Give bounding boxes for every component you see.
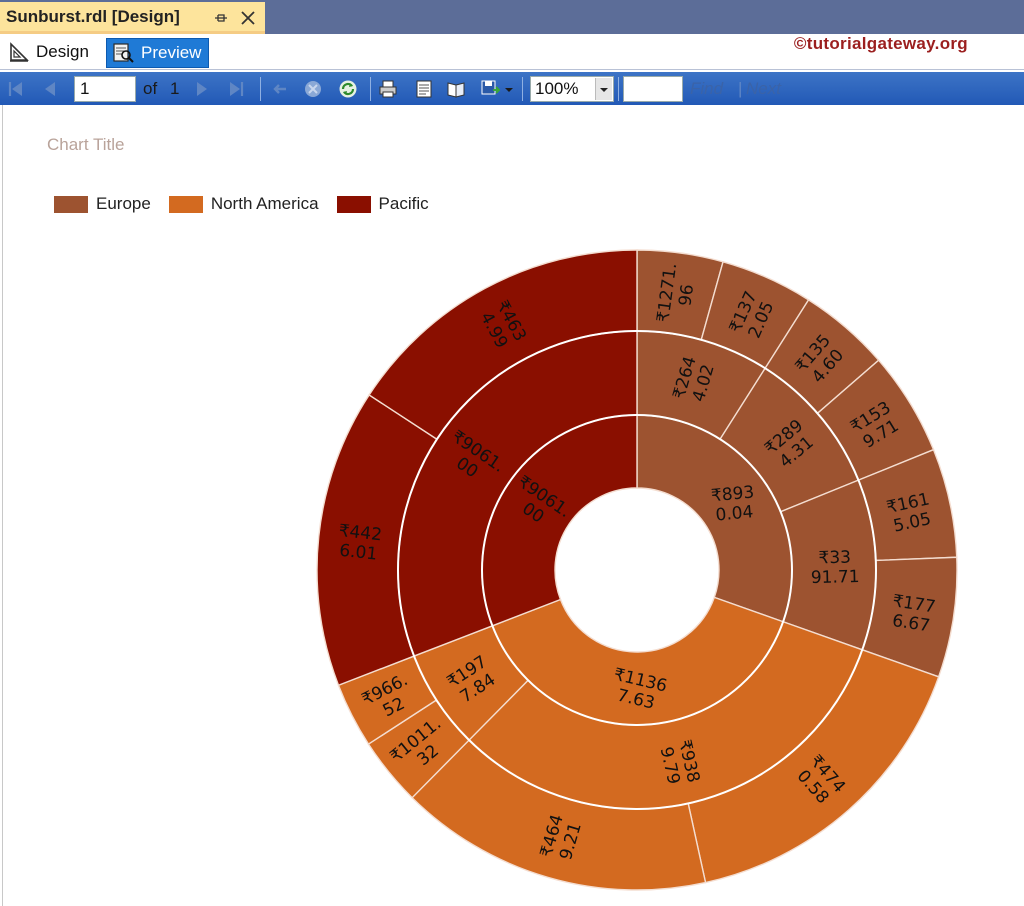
ring-separator-1: [481, 414, 793, 726]
stop-icon[interactable]: [303, 79, 323, 99]
page-total: 1: [170, 79, 180, 98]
legend-item-pacific: Pacific: [336, 194, 429, 214]
export-icon[interactable]: [480, 79, 500, 99]
report-border: [2, 105, 3, 906]
legend-swatch-pacific: [336, 195, 371, 213]
tab-design-label: Design: [36, 42, 89, 61]
toolbar-separator: [618, 77, 619, 101]
legend-label-north-america: North America: [210, 194, 319, 213]
toolbar-separator: [370, 77, 371, 101]
next-link[interactable]: Next: [746, 79, 781, 98]
legend-item-europe: Europe: [54, 194, 151, 214]
page-setup-icon[interactable]: [446, 79, 466, 99]
find-link[interactable]: Find: [690, 79, 724, 98]
of-label: of: [143, 79, 158, 98]
tab-preview[interactable]: Preview: [106, 38, 210, 68]
sunburst-label-europe-ring2-3: ₹3391.71: [810, 547, 860, 588]
next-page-icon[interactable]: [192, 79, 212, 99]
view-tabs-bar: Design Preview ©tutorialgateway.org: [0, 34, 1024, 70]
chart-legend: Europe North America Pacific: [54, 194, 447, 214]
back-to-parent-icon[interactable]: [270, 79, 290, 99]
find-separator: |: [738, 79, 743, 98]
sunburst-label-pacific-ring3-11: ₹4426.01: [336, 521, 383, 565]
print-icon[interactable]: [378, 79, 398, 99]
chart-title: Chart Title: [47, 135, 125, 154]
design-icon: [10, 42, 29, 62]
toolbar-separator: [260, 77, 261, 101]
toolbar-separator: [522, 77, 523, 101]
legend-swatch-north-america: [168, 195, 203, 213]
sunburst-label-europe-ring1-1: ₹8930.04: [710, 482, 757, 525]
chevron-down-icon: [600, 88, 608, 92]
preview-icon: [113, 43, 134, 63]
document-tab[interactable]: Sunburst.rdl [Design]: [0, 2, 265, 34]
zoom-select[interactable]: 100%: [530, 76, 614, 102]
legend-item-north-america: North America: [168, 194, 319, 214]
refresh-icon[interactable]: [338, 79, 358, 99]
find-input[interactable]: [623, 76, 683, 102]
zoom-value: 100%: [535, 79, 579, 98]
print-layout-icon[interactable]: [414, 79, 434, 99]
legend-label-pacific: Pacific: [378, 194, 429, 213]
legend-label-europe: Europe: [96, 194, 151, 213]
previous-page-icon[interactable]: [40, 79, 60, 99]
tab-preview-label: Preview: [141, 43, 202, 62]
last-page-icon[interactable]: [226, 79, 246, 99]
tab-design[interactable]: Design: [8, 38, 89, 66]
export-dropdown-icon[interactable]: [504, 79, 514, 99]
first-page-icon[interactable]: [6, 79, 26, 99]
page-number-input[interactable]: 1: [74, 76, 136, 102]
pin-icon[interactable]: [212, 10, 228, 26]
report-toolbar: 1 of 1 100%: [0, 72, 1024, 105]
document-tab-title: Sunburst.rdl [Design]: [6, 6, 180, 26]
ring-separator-2: [397, 330, 877, 810]
legend-swatch-europe: [54, 195, 88, 213]
title-bar: Sunburst.rdl [Design]: [0, 0, 1024, 34]
zoom-dropdown-button[interactable]: [595, 78, 612, 100]
close-icon[interactable]: [240, 10, 256, 26]
watermark: ©tutorialgateway.org: [793, 34, 968, 53]
